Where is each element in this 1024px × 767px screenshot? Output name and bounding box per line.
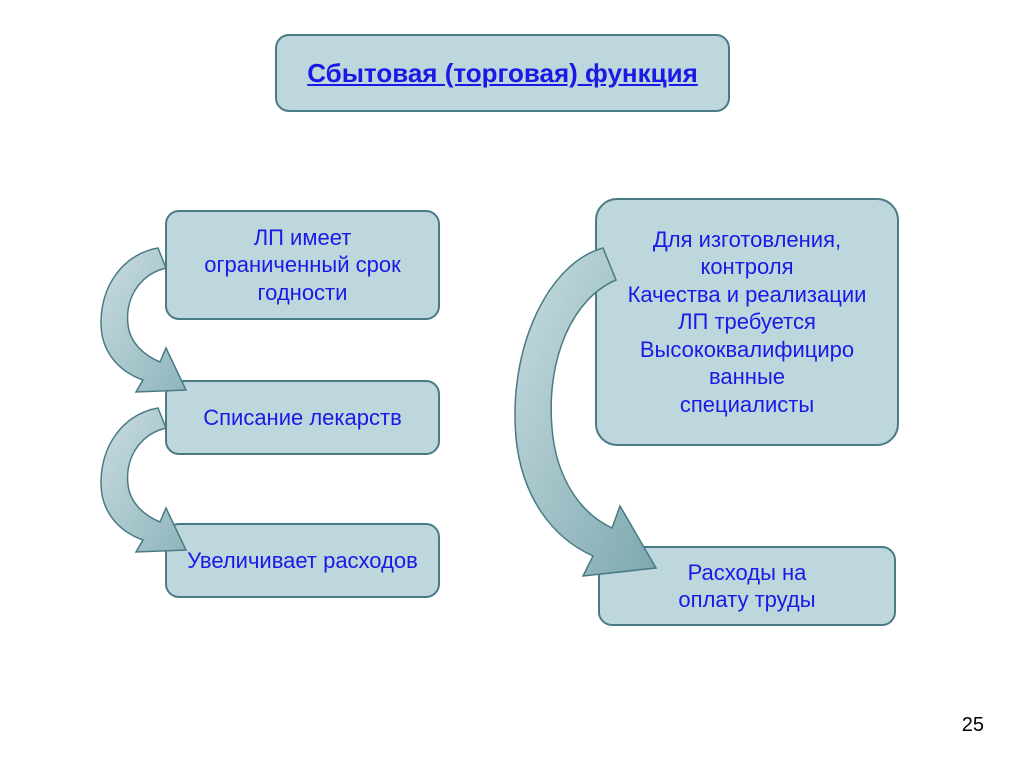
node-left-2: Списание лекарств	[165, 380, 440, 455]
node-left-3: Увеличивает расходов	[165, 523, 440, 598]
page-number: 25	[962, 714, 984, 737]
arrow-right-1	[498, 238, 668, 588]
node-left-1-text: ЛП имеетограниченный срокгодности	[204, 224, 400, 307]
title-box: Сбытовая (торговая) функция	[275, 34, 730, 112]
arrow-left-1	[88, 240, 198, 400]
arrow-left-2	[88, 400, 198, 560]
node-left-2-text: Списание лекарств	[203, 404, 402, 432]
node-left-1: ЛП имеетограниченный срокгодности	[165, 210, 440, 320]
title-text: Сбытовая (торговая) функция	[307, 58, 698, 89]
node-left-3-text: Увеличивает расходов	[187, 547, 418, 575]
node-right-2-text: Расходы наоплату труды	[678, 559, 815, 614]
